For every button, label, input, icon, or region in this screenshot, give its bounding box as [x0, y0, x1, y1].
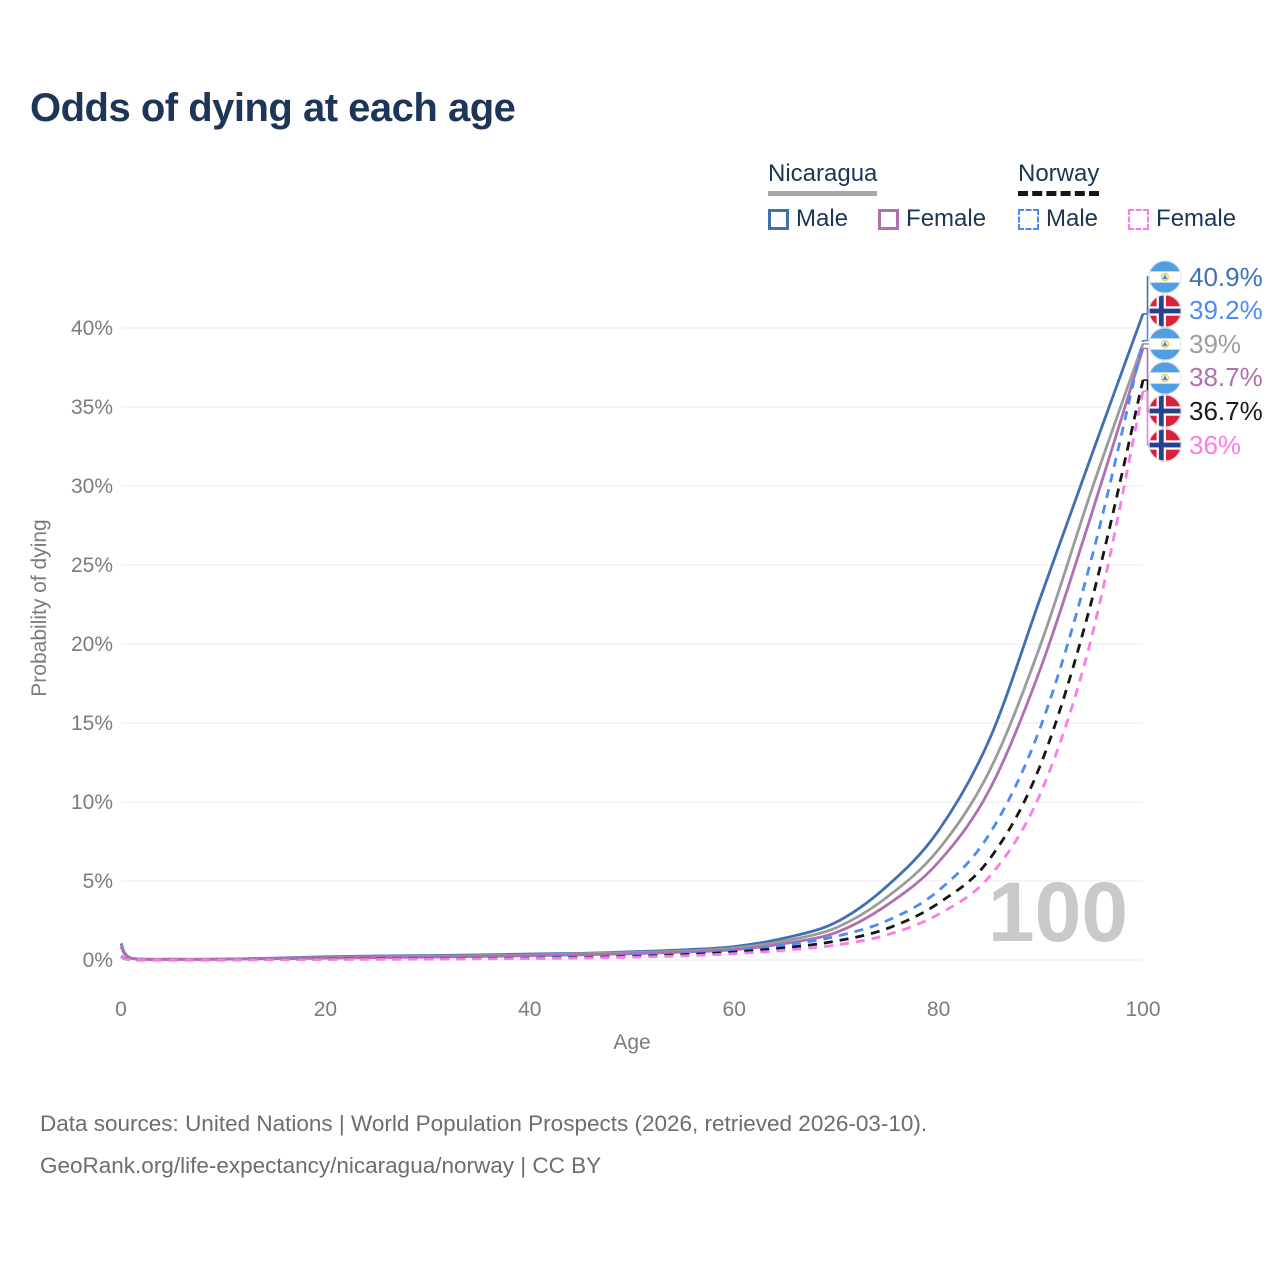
- end-label-value: 36%: [1189, 429, 1242, 460]
- end-label: 40.9%: [1148, 260, 1263, 294]
- legend-item-label: Female: [1156, 205, 1237, 232]
- data-source-note: Data sources: United Nations | World Pop…: [40, 1103, 927, 1187]
- y-tick-label: 15%: [71, 712, 113, 735]
- x-tick-label: 60: [723, 998, 746, 1021]
- x-axis-title: Age: [613, 1031, 650, 1054]
- legend-item-label: Female: [906, 205, 987, 232]
- end-label: 39.2%: [1148, 294, 1263, 328]
- legend-group-title: Norway: [1018, 160, 1100, 187]
- solid-line-key-icon: [768, 191, 878, 196]
- x-tick-label: 40: [518, 998, 541, 1021]
- legend-item-nicaragua-female: Female: [878, 205, 986, 233]
- legend-group-title: Nicaragua: [768, 160, 878, 187]
- footer-line-2: GeoRank.org/life-expectancy/nicaragua/no…: [40, 1153, 602, 1178]
- norway-flag-icon: [1148, 428, 1182, 462]
- y-tick-label: 25%: [71, 554, 113, 577]
- legend-item-norway-female: Female: [1128, 205, 1236, 233]
- series-line-nicaragua-male: [119, 313, 1145, 961]
- legend-group-norway: Norway Male Female: [1018, 160, 1266, 233]
- nicaragua-flag-icon: [1148, 361, 1182, 395]
- end-label: 39%: [1148, 327, 1241, 361]
- y-tick-label: 0%: [83, 949, 113, 972]
- x-tick-label: 0: [115, 998, 127, 1021]
- end-label: 38.7%: [1148, 361, 1263, 395]
- nicaragua-male-swatch-icon: [768, 208, 789, 230]
- end-label-value: 39.2%: [1189, 295, 1263, 326]
- chart-svg: 100 0% 5% 10% 15% 20% 25% 30% 35% 40% 0 20 40 60 80 10…: [28, 276, 1161, 1054]
- legend-item-label: Male: [796, 205, 849, 232]
- y-tick-label: 5%: [83, 870, 113, 893]
- norway-male-swatch-icon: [1018, 208, 1039, 230]
- series-lines: [119, 313, 1145, 962]
- page-title: Odds of dying at each age: [30, 86, 516, 130]
- y-axis-title: Probability of dying: [28, 519, 51, 696]
- legend-item-norway-male: Male: [1018, 205, 1098, 233]
- footer-line-1: Data sources: United Nations | World Pop…: [40, 1111, 928, 1136]
- norway-flag-icon: [1148, 294, 1182, 328]
- y-tick-label: 10%: [71, 791, 113, 814]
- flag-slot: [1148, 294, 1182, 328]
- axis-tick-labels: 0% 5% 10% 15% 20% 25% 30% 35% 40% 0 20 40 60 80 100: [71, 317, 1161, 1021]
- x-tick-label: 100: [1125, 998, 1160, 1021]
- legend-item-label: Male: [1046, 205, 1099, 232]
- watermark-age: 100: [988, 865, 1128, 959]
- x-tick-label: 80: [927, 998, 950, 1021]
- legend-group-header-nicaragua: Nicaragua: [768, 160, 878, 196]
- end-label-value: 40.9%: [1189, 261, 1263, 292]
- legend-item-nicaragua-male: Male: [768, 205, 848, 233]
- norway-female-swatch-icon: [1128, 208, 1150, 230]
- legend-items-norway: Male Female: [1018, 205, 1266, 233]
- y-tick-label: 35%: [71, 396, 113, 419]
- flag-slot: [1148, 394, 1182, 428]
- x-tick-label: 20: [314, 998, 337, 1021]
- flag-slot: [1148, 260, 1182, 294]
- nicaragua-flag-icon: [1148, 260, 1182, 294]
- end-label-value: 36.7%: [1189, 395, 1263, 426]
- dashed-line-key-icon: [1018, 191, 1100, 196]
- end-label-value: 38.7%: [1189, 362, 1263, 393]
- end-label: 36.7%: [1148, 394, 1263, 428]
- series-line-norway-female: [120, 390, 1145, 962]
- nicaragua-flag-icon: [1148, 327, 1182, 361]
- flag-slot: [1148, 361, 1182, 395]
- flag-slot: [1148, 327, 1182, 361]
- flag-slot: [1148, 428, 1182, 462]
- legend-items-nicaragua: Male Female: [768, 205, 1016, 233]
- norway-flag-icon: [1148, 394, 1182, 428]
- y-tick-label: 30%: [71, 475, 113, 498]
- legend-group-nicaragua: Nicaragua Male Female: [768, 160, 1016, 233]
- end-label-value: 39%: [1189, 328, 1242, 359]
- end-label: 36%: [1148, 428, 1241, 462]
- y-tick-label: 40%: [71, 317, 113, 340]
- y-tick-label: 20%: [71, 633, 113, 656]
- nicaragua-female-swatch-icon: [878, 208, 900, 230]
- legend-group-header-norway: Norway: [1018, 160, 1100, 196]
